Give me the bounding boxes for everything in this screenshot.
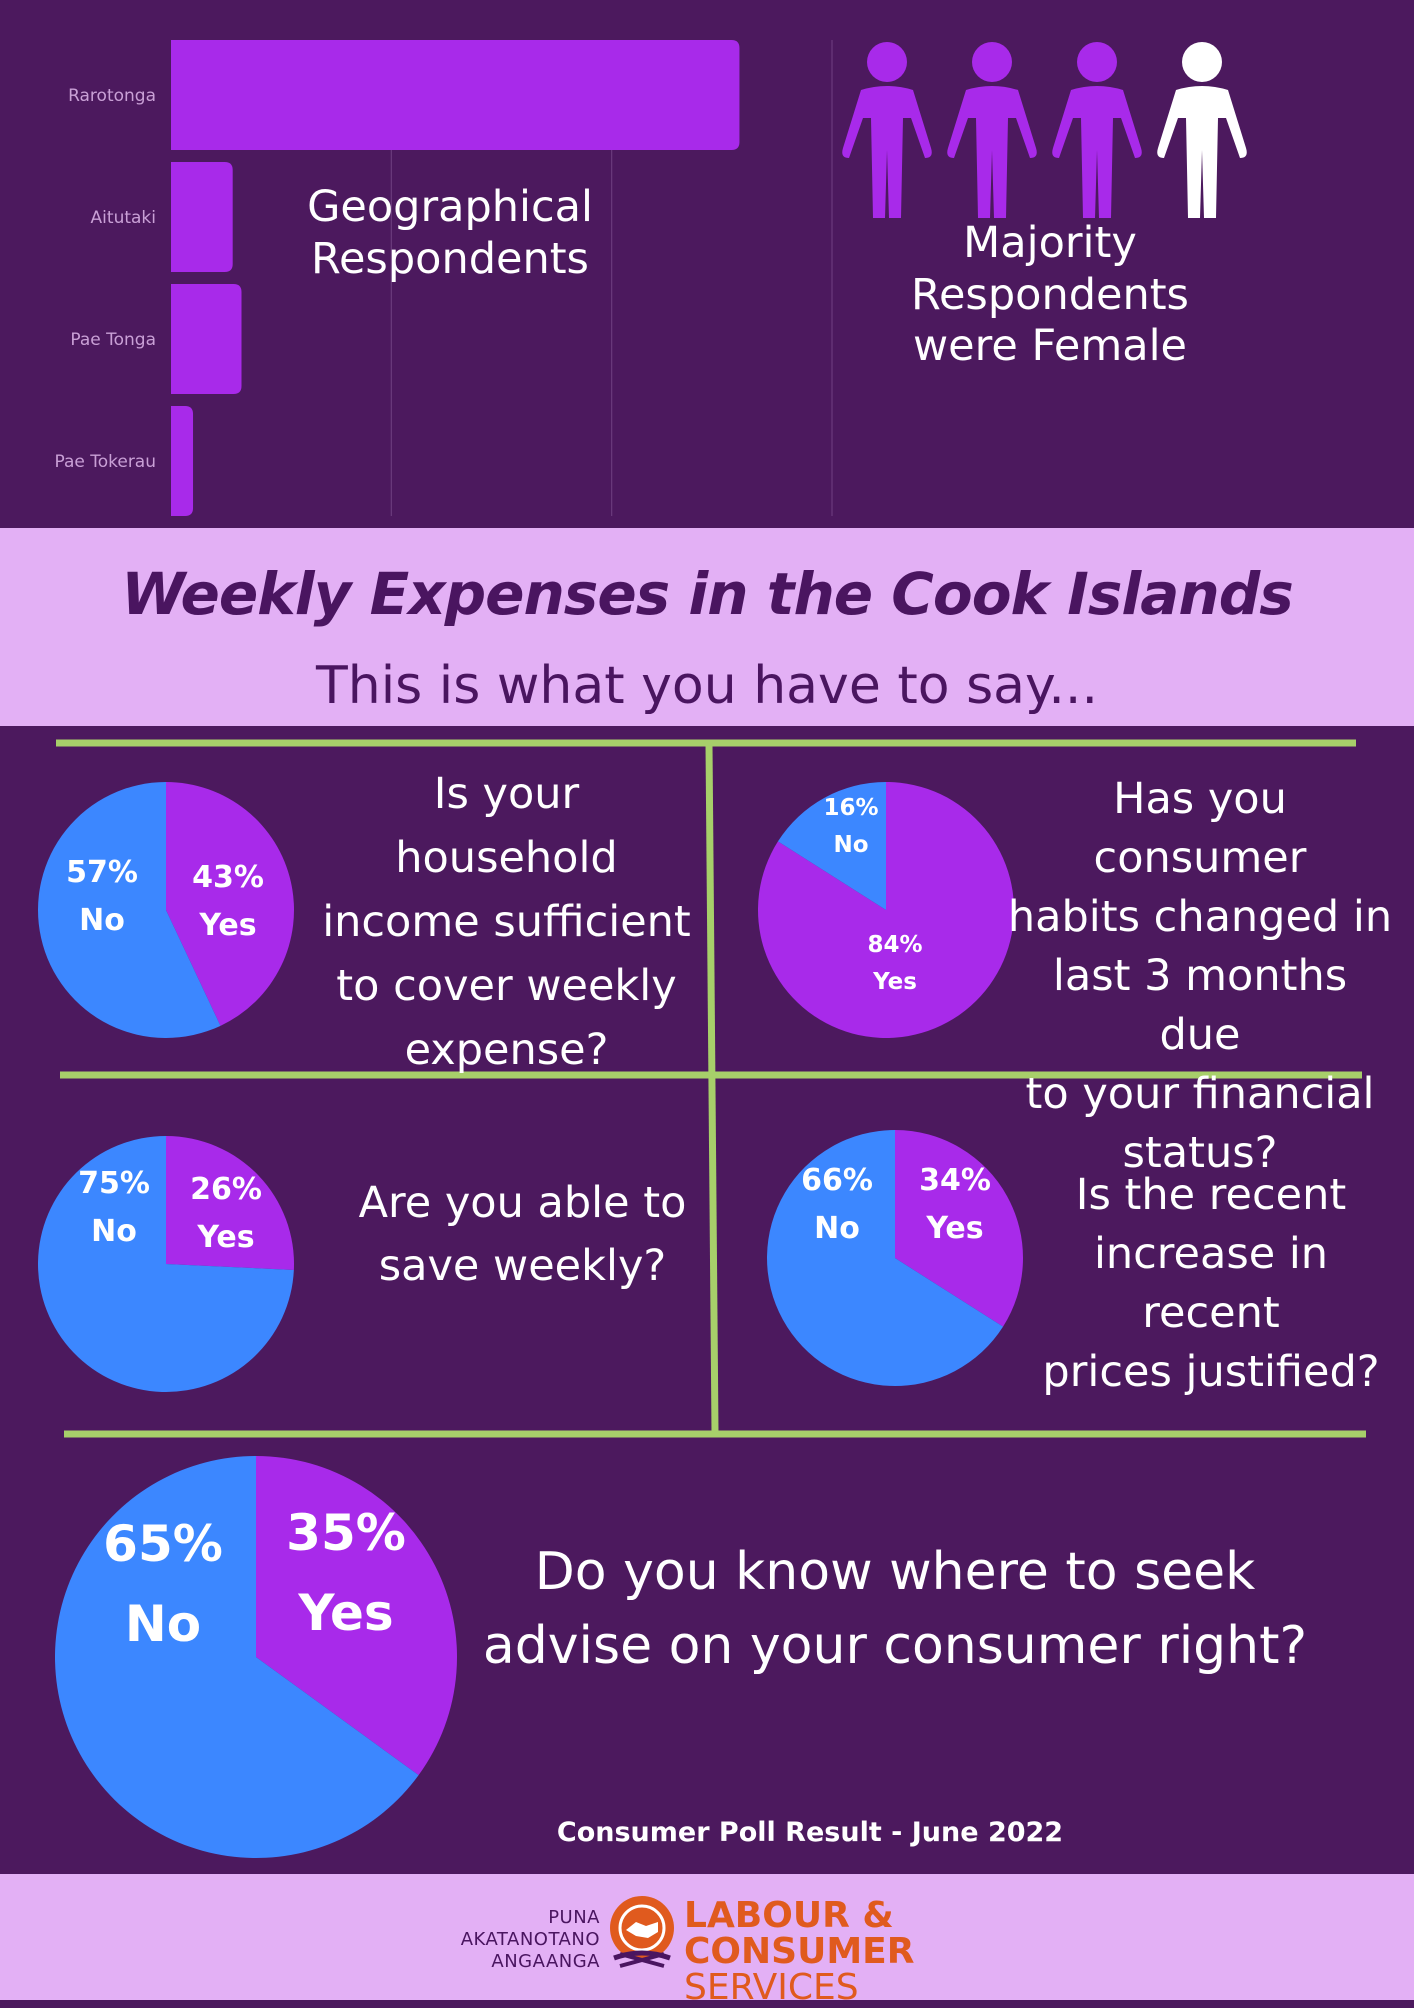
grid-dividers bbox=[56, 739, 1366, 1438]
pie-pct-label: 26% bbox=[190, 1172, 262, 1207]
logo-title-line2: SERVICES bbox=[684, 1967, 859, 2008]
question-1: Is your household income sufficient to c… bbox=[300, 762, 713, 1082]
pie-pct-label: 84% bbox=[867, 932, 922, 958]
question-5: Do you know where to seek advise on your… bbox=[470, 1535, 1320, 1683]
pie-slice-yes bbox=[166, 1136, 294, 1270]
geo-title-line1: Geographical bbox=[307, 182, 593, 232]
pie-slice-yes bbox=[166, 782, 294, 1026]
category-label: Pae Tonga bbox=[70, 330, 156, 350]
pie-slice-no bbox=[777, 782, 886, 910]
geo-title-line2: Respondents bbox=[311, 233, 589, 284]
person-icon bbox=[1052, 42, 1142, 218]
q3-line: Are you able to bbox=[358, 1178, 687, 1228]
pie-pct-label: 66% bbox=[801, 1163, 873, 1198]
header-band bbox=[0, 528, 1414, 726]
pie-answer-label: No bbox=[79, 903, 125, 938]
pie-answer-label: Yes bbox=[196, 1220, 254, 1255]
handshake-logo-icon bbox=[610, 1896, 674, 1968]
person-icon bbox=[842, 42, 932, 218]
category-label: Rarotonga bbox=[68, 86, 156, 106]
pie-slice-no bbox=[38, 1136, 294, 1392]
poll-caption: Consumer Poll Result - June 2022 bbox=[556, 1817, 1064, 1848]
pie-answer-label: No bbox=[125, 1595, 201, 1653]
q2-line: to your financial bbox=[1025, 1069, 1375, 1119]
logo-title: LABOUR & CONSUMER SERVICES bbox=[684, 1898, 1124, 2006]
page-title: Weekly Expenses in the Cook Islands bbox=[121, 560, 1294, 628]
logo-title-line1: LABOUR & CONSUMER bbox=[684, 1895, 915, 1972]
pie-slice-yes bbox=[895, 1130, 1023, 1327]
pie-pct-label: 34% bbox=[919, 1163, 991, 1198]
pie-answer-label: Yes bbox=[297, 1584, 393, 1642]
q2-line: last 3 months due bbox=[1052, 951, 1348, 1060]
q3-line: save weekly? bbox=[378, 1241, 667, 1291]
pie-pct-label: 75% bbox=[78, 1166, 150, 1201]
pie-pct-label: 16% bbox=[823, 795, 878, 821]
pie-pct-label: 43% bbox=[192, 860, 264, 895]
q4-line: increase in recent bbox=[1093, 1229, 1329, 1338]
logo-left-line: ANGAANGA bbox=[491, 1951, 600, 1972]
pie-answer-label: Yes bbox=[872, 969, 917, 995]
pie-answer-label: No bbox=[91, 1214, 137, 1249]
q4-line: prices justified? bbox=[1042, 1347, 1380, 1397]
category-label: Pae Tokerau bbox=[54, 452, 156, 472]
bar bbox=[171, 284, 242, 394]
geographic-bar-chart: 0100200300RarotongaAitutakiPae TongaPae … bbox=[54, 40, 846, 547]
q2-line: habits changed in bbox=[1007, 892, 1393, 942]
pie-slice-no bbox=[54, 1456, 419, 1859]
category-label: Aitutaki bbox=[91, 208, 156, 228]
q1-line: expense? bbox=[404, 1025, 609, 1075]
gender-caption-line1: Majority Respondents bbox=[911, 218, 1189, 320]
q5-line: Do you know where to seek bbox=[534, 1542, 1256, 1602]
q5-line: advise on your consumer right? bbox=[482, 1616, 1308, 1676]
page-subtitle: This is what you have to say... bbox=[316, 656, 1098, 716]
q4-line: Is the recent bbox=[1075, 1170, 1347, 1220]
person-icon bbox=[1157, 42, 1247, 218]
person-icon bbox=[947, 42, 1037, 218]
gender-caption-line2: were Female bbox=[913, 321, 1187, 372]
pie-answer-label: Yes bbox=[198, 908, 256, 943]
question-4: Is the recent increase in recent prices … bbox=[1026, 1166, 1396, 1402]
pie-answer-label: Yes bbox=[925, 1211, 983, 1246]
q1-line: Is your bbox=[433, 769, 580, 819]
bar bbox=[171, 406, 194, 516]
pie-answer-label: No bbox=[814, 1211, 860, 1246]
pie-answer-label: No bbox=[833, 832, 868, 858]
question-2: Has you consumer habits changed in last … bbox=[1006, 770, 1394, 1183]
pie-slice-no bbox=[767, 1130, 1004, 1386]
gender-people-icons bbox=[842, 42, 1247, 218]
pie-pct-label: 65% bbox=[103, 1515, 223, 1573]
logo-left-line: PUNA bbox=[548, 1907, 600, 1928]
question-3: Are you able to save weekly? bbox=[340, 1172, 705, 1298]
pie-pct-label: 57% bbox=[66, 855, 138, 890]
divider-vertical bbox=[705, 744, 719, 1433]
footer-band bbox=[0, 1874, 1414, 2000]
q1-line: to cover weekly bbox=[336, 961, 677, 1011]
logo-left-line: AKATANOTANO bbox=[460, 1929, 600, 1950]
geo-chart-title: Geographical Respondents bbox=[300, 182, 600, 285]
q2-line: status? bbox=[1122, 1128, 1278, 1178]
pie-slice-yes bbox=[256, 1456, 457, 1776]
bar bbox=[171, 40, 740, 150]
logo-left-text: PUNA AKATANOTANO ANGAANGA bbox=[420, 1907, 600, 1973]
pie-slice-no bbox=[38, 782, 221, 1038]
q2-line: Has you consumer bbox=[1093, 774, 1307, 883]
gender-caption: Majority Respondents were Female bbox=[820, 218, 1280, 373]
bar bbox=[171, 162, 233, 272]
pie-pct-label: 35% bbox=[286, 1504, 406, 1562]
q1-line: income sufficient bbox=[322, 897, 691, 947]
q1-line: household bbox=[395, 833, 618, 883]
